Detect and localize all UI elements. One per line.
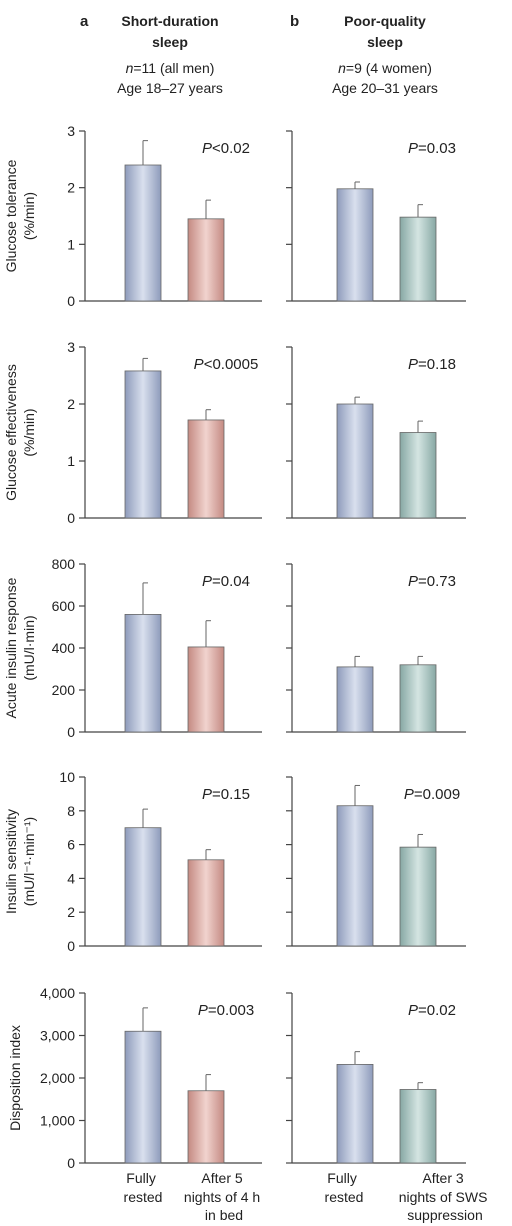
bar-b-row1-condition <box>399 216 437 302</box>
p-value-label: P<0.02 <box>202 140 250 157</box>
x-label-b-rested: Fully rested <box>325 1170 364 1205</box>
bar-b-row1-rested <box>336 188 374 302</box>
plot-a-row5: 0 1,000 2,000 3,000 4,000 P=0.003 <box>40 985 262 1171</box>
y-tick-label: 8 <box>67 803 75 819</box>
p-value-label: P=0.03 <box>408 140 456 157</box>
bar-a-row4-rested <box>124 827 162 947</box>
y-axis-title-row4-line2: (mU/l⁻¹·min⁻¹) <box>21 817 37 906</box>
bar-a-row5-rested <box>124 1030 162 1164</box>
y-axis-title-row3-line2: (mU/l·min) <box>21 615 37 680</box>
chart-row-4: Insulin sensitivity (mU/l⁻¹·min⁻¹) 0 2 4 6 8 10… <box>3 769 466 954</box>
bar-a-row1-condition <box>187 218 225 302</box>
bar-b-row4-rested <box>336 805 374 947</box>
y-tick-label: 0 <box>67 293 75 309</box>
panel-a-title-line1: Short-duration <box>121 13 218 29</box>
y-tick-label: 6 <box>67 837 75 853</box>
y-tick-label: 0 <box>67 938 75 954</box>
p-value-label: P=0.15 <box>202 786 250 803</box>
panel-b-letter: b <box>290 13 299 30</box>
x-label-a-rested: Fully rested <box>124 1170 163 1205</box>
y-tick-label: 800 <box>52 556 76 572</box>
plot-a-row1: 0 1 2 3 P<0.02 <box>67 123 262 309</box>
panel-b-subtitle-n: n=9 (4 women) <box>338 60 432 76</box>
bar-b-row3-condition <box>399 664 437 733</box>
p-value-label: P=0.02 <box>408 1002 456 1019</box>
y-tick-label: 2 <box>67 180 75 196</box>
y-tick-label: 1,000 <box>40 1113 75 1129</box>
y-axis-title-row1-line1: Glucose tolerance <box>3 159 19 272</box>
plot-b-row2: P=0.18 <box>286 346 466 519</box>
y-tick-label: 0 <box>67 724 75 740</box>
chart-row-1: Glucose tolerance (%/min) 0 1 2 3 P<0.02 P=0.03 <box>3 123 466 309</box>
plot-b-row3: P=0.73 <box>286 563 466 733</box>
plot-a-row4: 0 2 4 6 8 10 P=0.15 <box>59 769 262 954</box>
y-axis-title-row2-line2: (%/min) <box>21 408 37 456</box>
plot-a-row2: 0 1 2 3 P<0.0005 <box>67 339 262 526</box>
panel-a-subtitle-age: Age 18–27 years <box>117 80 223 96</box>
x-label-b-poor-quality: After 3 nights of SWS suppression <box>399 1170 492 1223</box>
y-axis-title-row1-line2: (%/min) <box>21 192 37 240</box>
bar-a-row5-condition <box>187 1090 225 1164</box>
p-value-label: P=0.73 <box>408 573 456 590</box>
x-label-a-short-sleep: After 5 nights of 4 h in bed <box>184 1170 264 1223</box>
bar-b-row2-rested <box>336 403 374 519</box>
panel-b-title-line1: Poor-quality <box>344 13 426 29</box>
y-tick-label: 3 <box>67 123 75 139</box>
y-tick-label: 2 <box>67 396 75 412</box>
y-axis-title-row2-line1: Glucose effectiveness <box>3 364 19 501</box>
bar-a-row2-rested <box>124 370 162 519</box>
x-category-labels: Fully rested After 5 nights of 4 h in be… <box>124 1170 492 1223</box>
y-tick-label: 1 <box>67 453 75 469</box>
panel-b-header: b Poor-quality sleep n=9 (4 women) Age 2… <box>290 13 438 96</box>
y-tick-label: 4,000 <box>40 985 75 1001</box>
y-tick-label: 1 <box>67 236 75 252</box>
panel-b-title-line2: sleep <box>367 34 403 50</box>
plot-b-row5: P=0.02 <box>286 992 466 1164</box>
bar-b-row3-rested <box>336 666 374 733</box>
plot-b-row4: P=0.009 <box>286 776 466 947</box>
bar-a-row3-condition <box>187 646 225 733</box>
chart-row-5: Disposition index 0 1,000 2,000 3,000 4,000 P=… <box>7 985 466 1171</box>
y-axis-title-row3-line1: Acute insulin response <box>3 577 19 718</box>
plot-a-row3: 0 200 400 600 800 P=0.04 <box>52 556 262 740</box>
panel-b-subtitle-age: Age 20–31 years <box>332 80 438 96</box>
chart-row-3: Acute insulin response (mU/l·min) 0 200 400 6… <box>3 556 466 740</box>
p-value-label: P<0.0005 <box>194 356 259 373</box>
y-tick-label: 3,000 <box>40 1028 75 1044</box>
p-value-label: P=0.04 <box>202 573 250 590</box>
y-axis-title-row4-line1: Insulin sensitivity <box>3 809 19 914</box>
plot-b-row1: P=0.03 <box>286 130 466 302</box>
bar-b-row5-rested <box>336 1064 374 1164</box>
bar-a-row4-condition <box>187 859 225 947</box>
bar-a-row3-rested <box>124 614 162 733</box>
y-axis-title-row5-line1: Disposition index <box>7 1025 23 1131</box>
bar-b-row5-condition <box>399 1089 437 1164</box>
y-tick-label: 400 <box>52 640 76 656</box>
panel-a-letter: a <box>80 13 89 30</box>
bar-a-row1-rested <box>124 164 162 302</box>
y-tick-label: 10 <box>59 769 75 785</box>
y-tick-label: 2 <box>67 904 75 920</box>
y-tick-label: 600 <box>52 598 76 614</box>
bar-b-row2-condition <box>399 432 437 519</box>
y-tick-label: 0 <box>67 1155 75 1171</box>
y-tick-label: 0 <box>67 510 75 526</box>
p-value-label: P=0.003 <box>198 1002 254 1019</box>
y-tick-label: 4 <box>67 870 75 886</box>
y-tick-label: 3 <box>67 339 75 355</box>
p-value-label: P=0.009 <box>404 786 460 803</box>
bar-a-row2-condition <box>187 419 225 519</box>
panel-a-subtitle-n: n=11 (all men) <box>126 60 215 76</box>
p-value-label: P=0.18 <box>408 356 456 373</box>
y-tick-label: 2,000 <box>40 1070 75 1086</box>
chart-row-2: Glucose effectiveness (%/min) 0 1 2 3 P<0.0005… <box>3 339 466 526</box>
panel-a-title-line2: sleep <box>152 34 188 50</box>
bar-b-row4-condition <box>399 846 437 947</box>
y-tick-label: 200 <box>52 682 76 698</box>
panel-a-header: a Short-duration sleep n=11 (all men) Ag… <box>80 13 223 96</box>
